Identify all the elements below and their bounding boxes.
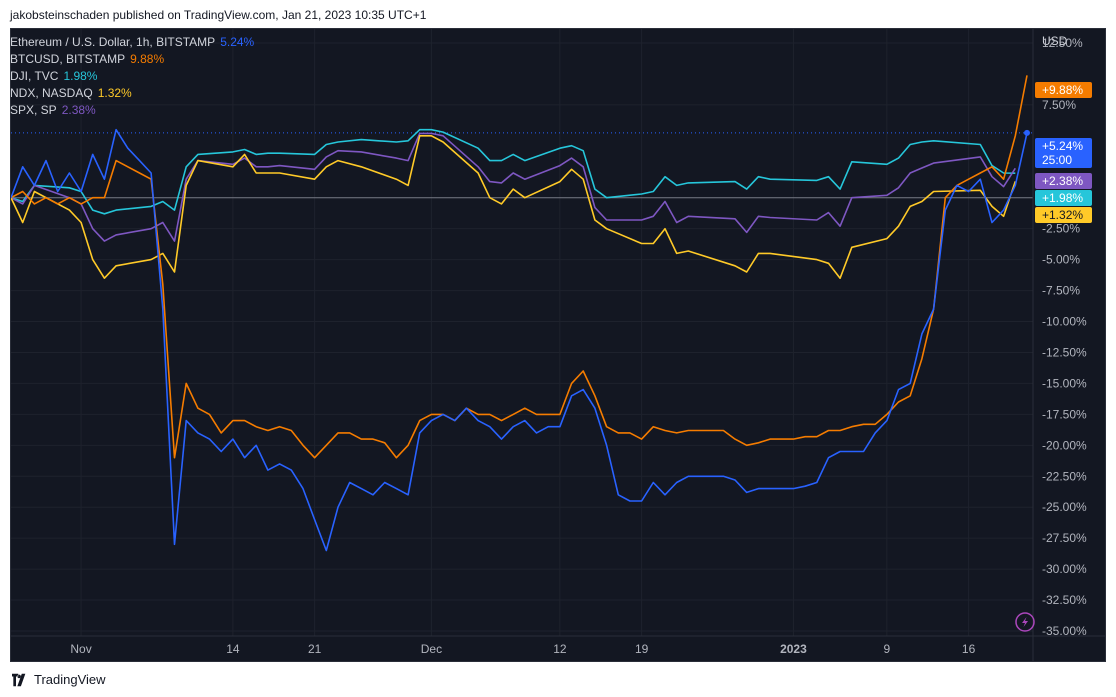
legend-row-spx[interactable]: SPX, SP 2.38%: [10, 102, 254, 119]
time-tick-label: 16: [962, 642, 976, 656]
series-line-3: [11, 135, 1017, 279]
time-tick-label: 21: [308, 642, 322, 656]
badge-background: [1035, 173, 1092, 189]
price-tick-label: -2.50%: [1042, 222, 1080, 236]
chart-panel[interactable]: USD 12.50% 7.50% -2.50% -5.00% -7.50% -10.00%…: [10, 28, 1106, 662]
series-line-2: [11, 128, 1016, 215]
legend-series-value: 9.88%: [130, 52, 165, 66]
time-tick-label: Nov: [70, 642, 91, 656]
time-tick-label: Dec: [421, 642, 442, 656]
badge-text: +1.32%: [1042, 208, 1083, 222]
legend-series-name: NDX, NASDAQ: [10, 86, 93, 100]
footer-brand: TradingView: [34, 672, 106, 687]
series-legend: Ethereum / U.S. Dollar, 1h, BITSTAMP 5.24…: [10, 34, 254, 119]
legend-series-value: 1.98%: [63, 69, 98, 83]
last-value-badge: +2.38%: [1035, 173, 1092, 189]
legend-series-name: DJI, TVC: [10, 69, 59, 83]
series-group: [11, 75, 1028, 552]
legend-series-name: SPX, SP: [10, 103, 57, 117]
time-scale[interactable]: Nov 14 21 Dec 12 19 2023 9 16: [70, 642, 975, 656]
price-scale-background: [1033, 29, 1105, 661]
reference-lines: [11, 132, 1033, 199]
price-tick-label: 12.50%: [1042, 36, 1083, 50]
price-tick-label: -15.00%: [1042, 376, 1087, 390]
badge-text: +5.24%: [1042, 139, 1083, 153]
badge-countdown: 25:00: [1042, 153, 1072, 167]
last-value-badge: +1.98%: [1035, 190, 1092, 206]
badge-text: +1.98%: [1042, 191, 1083, 205]
price-tick-label: 7.50%: [1042, 98, 1076, 112]
badge-background: [1035, 138, 1092, 168]
badge-background: [1035, 82, 1092, 98]
series-line-4: [11, 132, 1016, 242]
tradingview-logo-icon: [12, 673, 26, 686]
last-value-badge: +9.88%: [1035, 82, 1092, 98]
badge-background: [1035, 207, 1092, 223]
legend-series-name: BTCUSD, BITSTAMP: [10, 52, 126, 66]
legend-row-dji[interactable]: DJI, TVC 1.98%: [10, 68, 254, 85]
time-tick-label: 19: [635, 642, 649, 656]
legend-row-ndx[interactable]: NDX, NASDAQ 1.32%: [10, 85, 254, 102]
price-scale[interactable]: USD 12.50% 7.50% -2.50% -5.00% -7.50% -10.00%…: [1042, 34, 1087, 638]
price-tick-label: -30.00%: [1042, 562, 1087, 576]
legend-series-value: 5.24%: [220, 35, 255, 49]
last-value-badge: +1.32%: [1035, 207, 1092, 223]
last-value-badge: +5.24%25:00: [1035, 138, 1092, 168]
badge-text: +9.88%: [1042, 83, 1083, 97]
price-tick-label: -35.00%: [1042, 624, 1087, 638]
legend-row-btc[interactable]: BTCUSD, BITSTAMP 9.88%: [10, 51, 254, 68]
price-tick-label: -17.50%: [1042, 407, 1087, 421]
series-line-1: [11, 75, 1028, 459]
price-tick-label: -10.00%: [1042, 315, 1087, 329]
price-tick-label: -22.50%: [1042, 469, 1087, 483]
legend-series-name: Ethereum / U.S. Dollar, 1h, BITSTAMP: [10, 35, 216, 49]
price-tick-label: -12.50%: [1042, 345, 1087, 359]
time-tick-label: 9: [884, 642, 891, 656]
series-line-0: [11, 128, 1028, 552]
price-tick-label: -27.50%: [1042, 531, 1087, 545]
price-tick-label: -25.00%: [1042, 500, 1087, 514]
badge-background: [1035, 190, 1092, 206]
legend-series-value: 2.38%: [61, 103, 96, 117]
lightning-icon[interactable]: [1015, 612, 1035, 632]
publish-header: jakobsteinschaden published on TradingVi…: [10, 8, 427, 22]
eth-last-point: [1024, 129, 1030, 136]
time-tick-label: 2023: [780, 642, 807, 656]
price-tick-label: -20.00%: [1042, 438, 1087, 452]
legend-series-value: 1.32%: [97, 86, 132, 100]
price-tick-label: -7.50%: [1042, 284, 1080, 298]
last-value-badges: +9.88% +5.24%25:00 +2.38% +1.98% +1.32%: [1024, 82, 1092, 223]
price-tick-label: -32.50%: [1042, 593, 1087, 607]
comparison-line-chart[interactable]: USD 12.50% 7.50% -2.50% -5.00% -7.50% -10.00%…: [11, 29, 1105, 661]
price-scale-unit: USD: [1042, 34, 1068, 48]
time-tick-label: 14: [226, 642, 240, 656]
time-tick-label: 12: [553, 642, 567, 656]
price-tick-label: -5.00%: [1042, 253, 1080, 267]
legend-row-eth[interactable]: Ethereum / U.S. Dollar, 1h, BITSTAMP 5.24…: [10, 34, 254, 51]
footer: TradingView: [12, 672, 106, 687]
badge-text: +2.38%: [1042, 174, 1083, 188]
